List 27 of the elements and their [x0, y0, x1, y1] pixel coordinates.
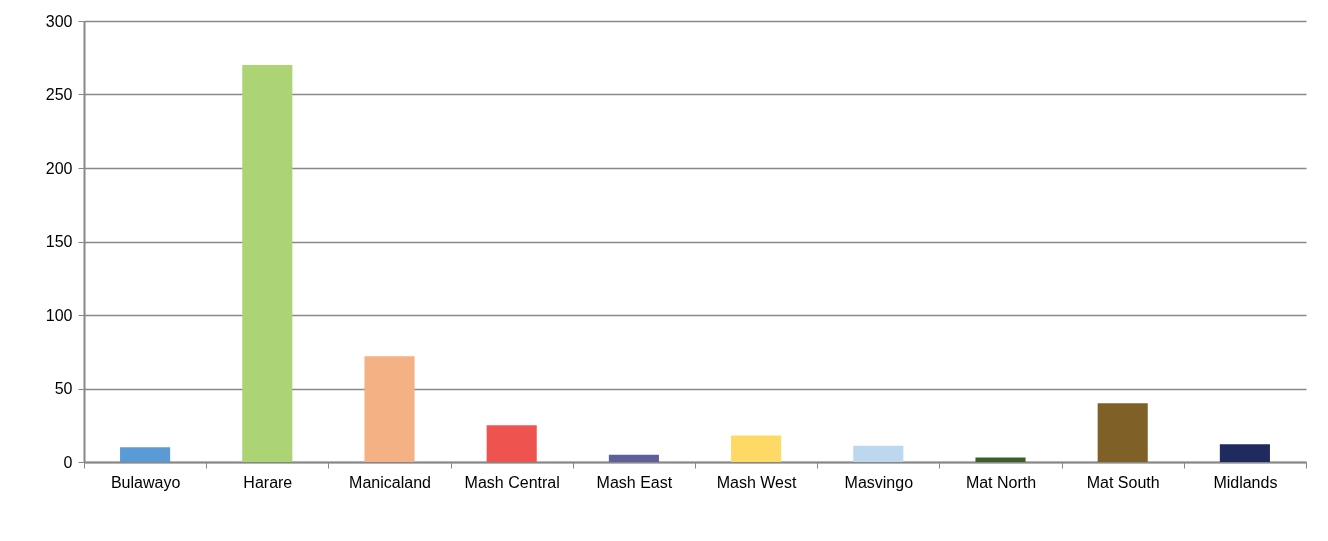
bar — [120, 447, 171, 462]
x-tick-label: Mat South — [1086, 473, 1160, 491]
x-tick-label: Masvingo — [844, 473, 914, 491]
y-tick-label: 250 — [45, 86, 73, 103]
y-tick-label: 300 — [45, 12, 73, 30]
bar — [364, 356, 415, 462]
x-tick-label: Manicaland — [349, 473, 431, 491]
y-tick-label: 200 — [45, 159, 73, 177]
x-tick-label: Bulawayo — [110, 473, 181, 491]
bar — [731, 435, 782, 462]
bar — [853, 445, 904, 462]
x-tick-label: Mash Central — [464, 473, 560, 491]
y-tick-label: 150 — [45, 233, 73, 250]
bar — [975, 457, 1026, 462]
x-tick-label: Mat North — [965, 473, 1037, 491]
bar — [242, 65, 293, 462]
x-tick-label: Harare — [243, 473, 293, 491]
x-tick-label: Midlands — [1213, 473, 1278, 491]
y-tick-label: 50 — [54, 380, 73, 397]
bar — [486, 425, 537, 462]
y-tick-label: 100 — [45, 306, 73, 324]
bar — [1097, 403, 1148, 462]
x-tick-label: Mash West — [716, 473, 798, 491]
bar — [608, 454, 659, 462]
bar — [1219, 444, 1270, 462]
x-tick-label: Mash East — [596, 473, 673, 491]
y-tick-label: 0 — [63, 453, 73, 471]
